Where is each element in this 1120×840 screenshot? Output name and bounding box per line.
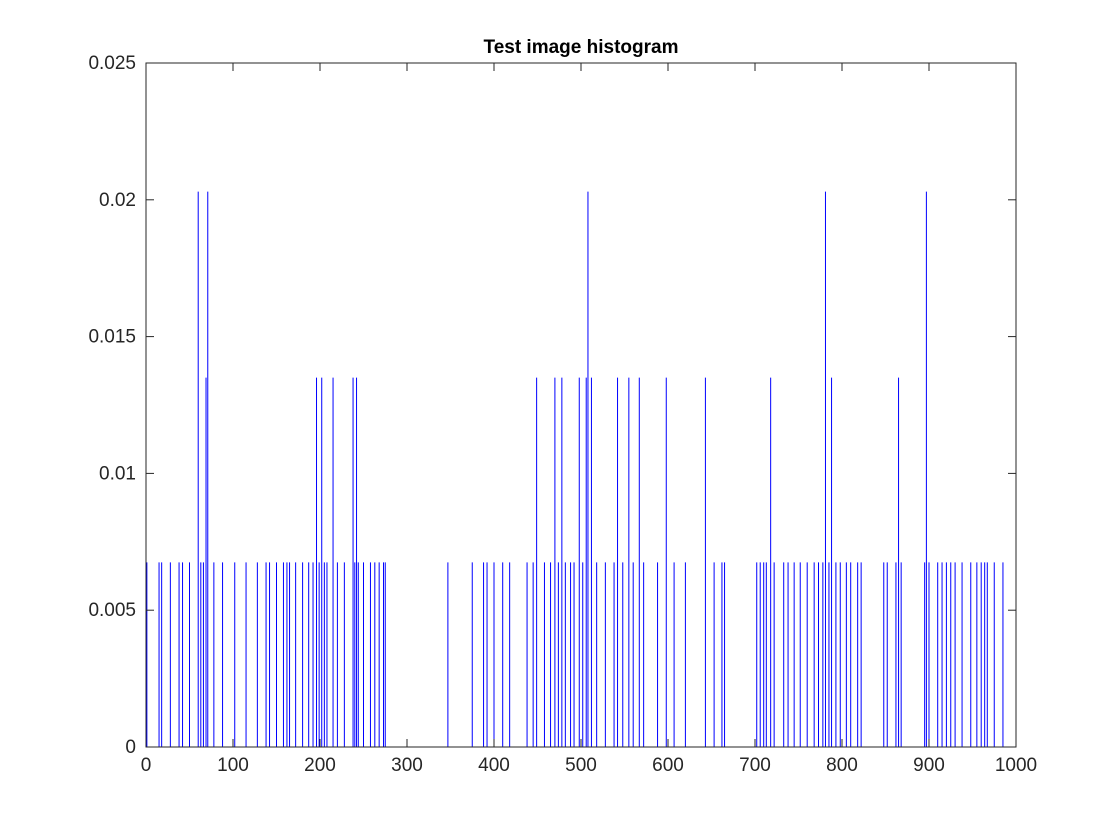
axes-layer (145, 62, 1017, 748)
y-tick-label: 0.005 (88, 600, 136, 621)
x-tick-label: 500 (565, 755, 597, 776)
data-layer (146, 191, 1016, 748)
plot-area (146, 63, 1016, 747)
x-tick-label: 200 (304, 755, 336, 776)
x-tick-label: 800 (826, 755, 858, 776)
x-tick-label: 700 (739, 755, 771, 776)
y-tick-label: 0.025 (88, 53, 136, 74)
x-tick-label: 400 (478, 755, 510, 776)
histogram-line (146, 191, 1016, 748)
y-tick-label: 0.02 (99, 190, 136, 211)
label-layer: 0 100 200 300 400 500 600 700 800 900 1000 0 0.005 0.… (88, 53, 1037, 776)
chart-title: Test image histogram (484, 37, 679, 58)
x-tick-label: 100 (217, 755, 249, 776)
y-tick-label: 0.01 (99, 463, 136, 484)
x-tick-label: 1000 (995, 755, 1037, 776)
x-tick-label: 0 (141, 755, 152, 776)
x-tick-label: 900 (913, 755, 945, 776)
y-tick-label: 0.015 (88, 327, 136, 348)
x-tick-label: 600 (652, 755, 684, 776)
y-tick-label: 0 (125, 737, 136, 758)
x-tick-label: 300 (391, 755, 423, 776)
